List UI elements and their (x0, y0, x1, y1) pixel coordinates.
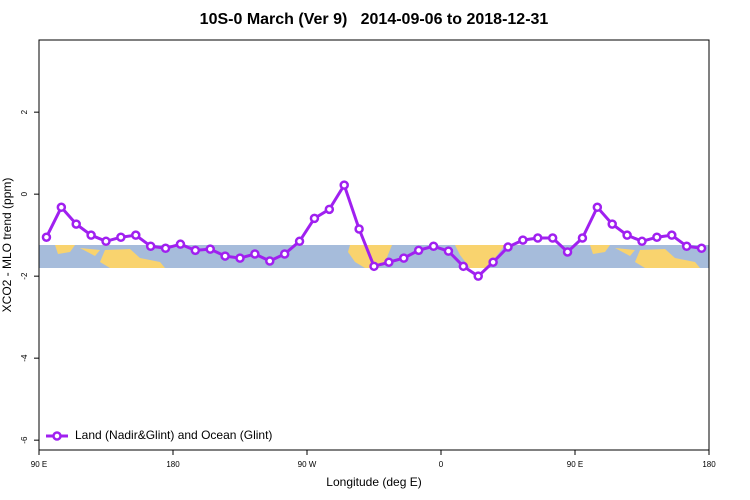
point (116, 232, 126, 242)
point (577, 233, 588, 243)
y-tick-label: 0 (20, 191, 29, 196)
point (473, 271, 483, 281)
point (607, 219, 617, 229)
point (339, 180, 349, 190)
point (265, 256, 275, 266)
y-tick-label: -4 (20, 354, 29, 362)
point (279, 249, 290, 259)
point (220, 251, 230, 261)
point (488, 257, 498, 267)
point (324, 204, 335, 215)
point (413, 245, 424, 256)
x-tick-label: 90 E (31, 460, 47, 469)
point (71, 219, 81, 229)
point (190, 245, 201, 256)
legend-marker (52, 431, 62, 441)
y-tick-label: 2 (20, 109, 29, 114)
point (518, 235, 528, 245)
point (384, 257, 394, 267)
x-tick-label: 180 (702, 460, 716, 469)
point (428, 241, 439, 251)
x-tick-label: 0 (439, 460, 444, 469)
x-tick-label: 180 (166, 460, 180, 469)
y-axis-label: XCO2 - MLO trend (ppm) (0, 178, 14, 313)
point (652, 232, 662, 242)
x-tick-label: 90 E (567, 460, 583, 469)
x-tick-label: 90 W (298, 460, 317, 469)
point (250, 249, 260, 259)
point (533, 233, 543, 243)
point (503, 242, 513, 252)
point (458, 261, 469, 272)
point (294, 236, 305, 247)
point (56, 202, 67, 213)
point (205, 244, 215, 254)
point (562, 247, 573, 257)
point (101, 236, 111, 247)
point (145, 241, 156, 251)
point (637, 236, 647, 247)
legend-label: Land (Nadir&Glint) and Ocean (Glint) (75, 428, 272, 442)
y-tick-label: -6 (20, 436, 29, 444)
point (235, 253, 245, 263)
y-tick-label: -2 (20, 272, 29, 280)
point (309, 213, 320, 224)
point (160, 243, 171, 254)
point (175, 239, 186, 249)
plot-frame (38, 39, 710, 451)
point (443, 246, 454, 256)
point (41, 232, 52, 242)
point (592, 202, 603, 213)
chart-title: 10S-0 March (Ver 9) 2014-09-06 to 2018-1… (200, 11, 549, 28)
point (86, 230, 96, 240)
point (369, 261, 379, 272)
point (399, 253, 409, 263)
point (696, 243, 707, 254)
point (547, 233, 558, 243)
x-axis-label: Longitude (deg E) (326, 475, 421, 489)
point (667, 230, 677, 240)
point (681, 241, 692, 251)
point (354, 224, 364, 234)
point (131, 230, 141, 240)
point (622, 230, 632, 240)
